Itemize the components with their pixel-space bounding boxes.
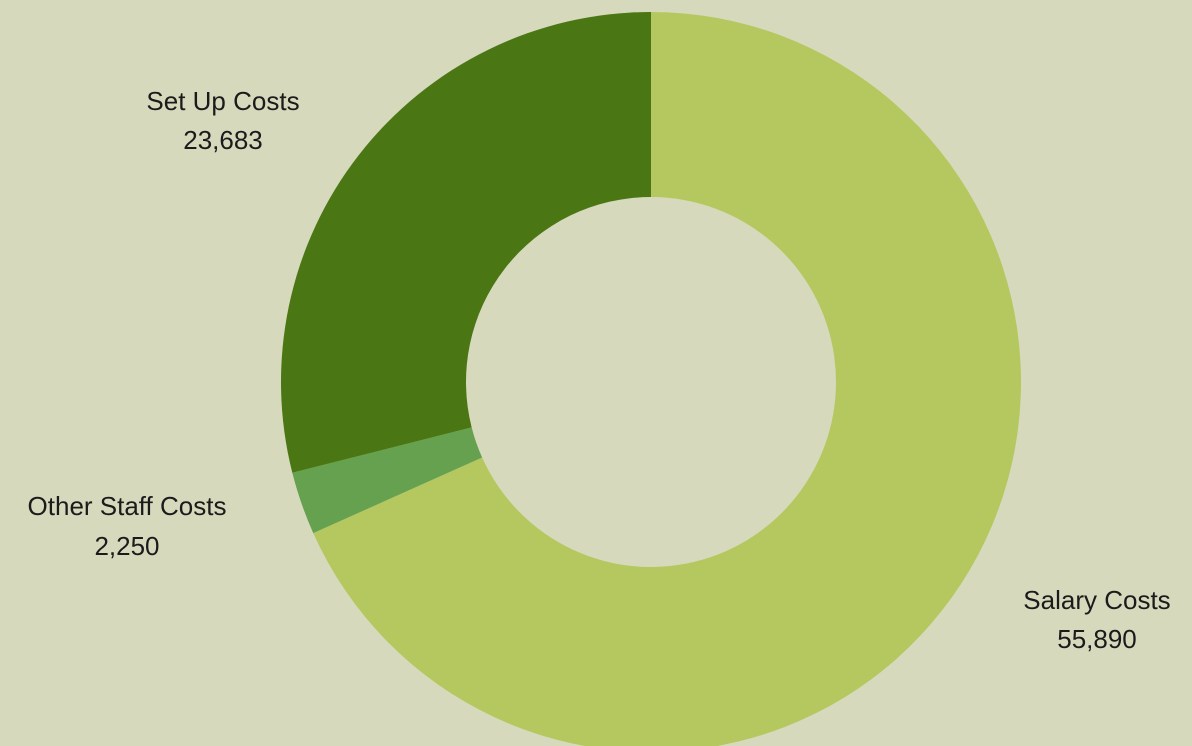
slices-group [281,12,1021,746]
slice-value-salary-costs: 55,890 [1057,624,1137,654]
slice-other-staff-costs [292,427,483,534]
slice-value-other-staff-costs: 2,250 [94,531,159,561]
slice-set-up-costs [281,12,651,473]
labels-group: Salary Costs 55,890 Other Staff Costs 2,… [28,86,1171,654]
slice-salary-costs [313,12,1021,746]
slice-value-set-up-costs: 23,683 [183,125,263,155]
slice-label-salary-costs: Salary Costs [1023,585,1170,615]
slice-label-other-staff-costs: Other Staff Costs [28,491,227,521]
slice-label-set-up-costs: Set Up Costs [146,86,299,116]
